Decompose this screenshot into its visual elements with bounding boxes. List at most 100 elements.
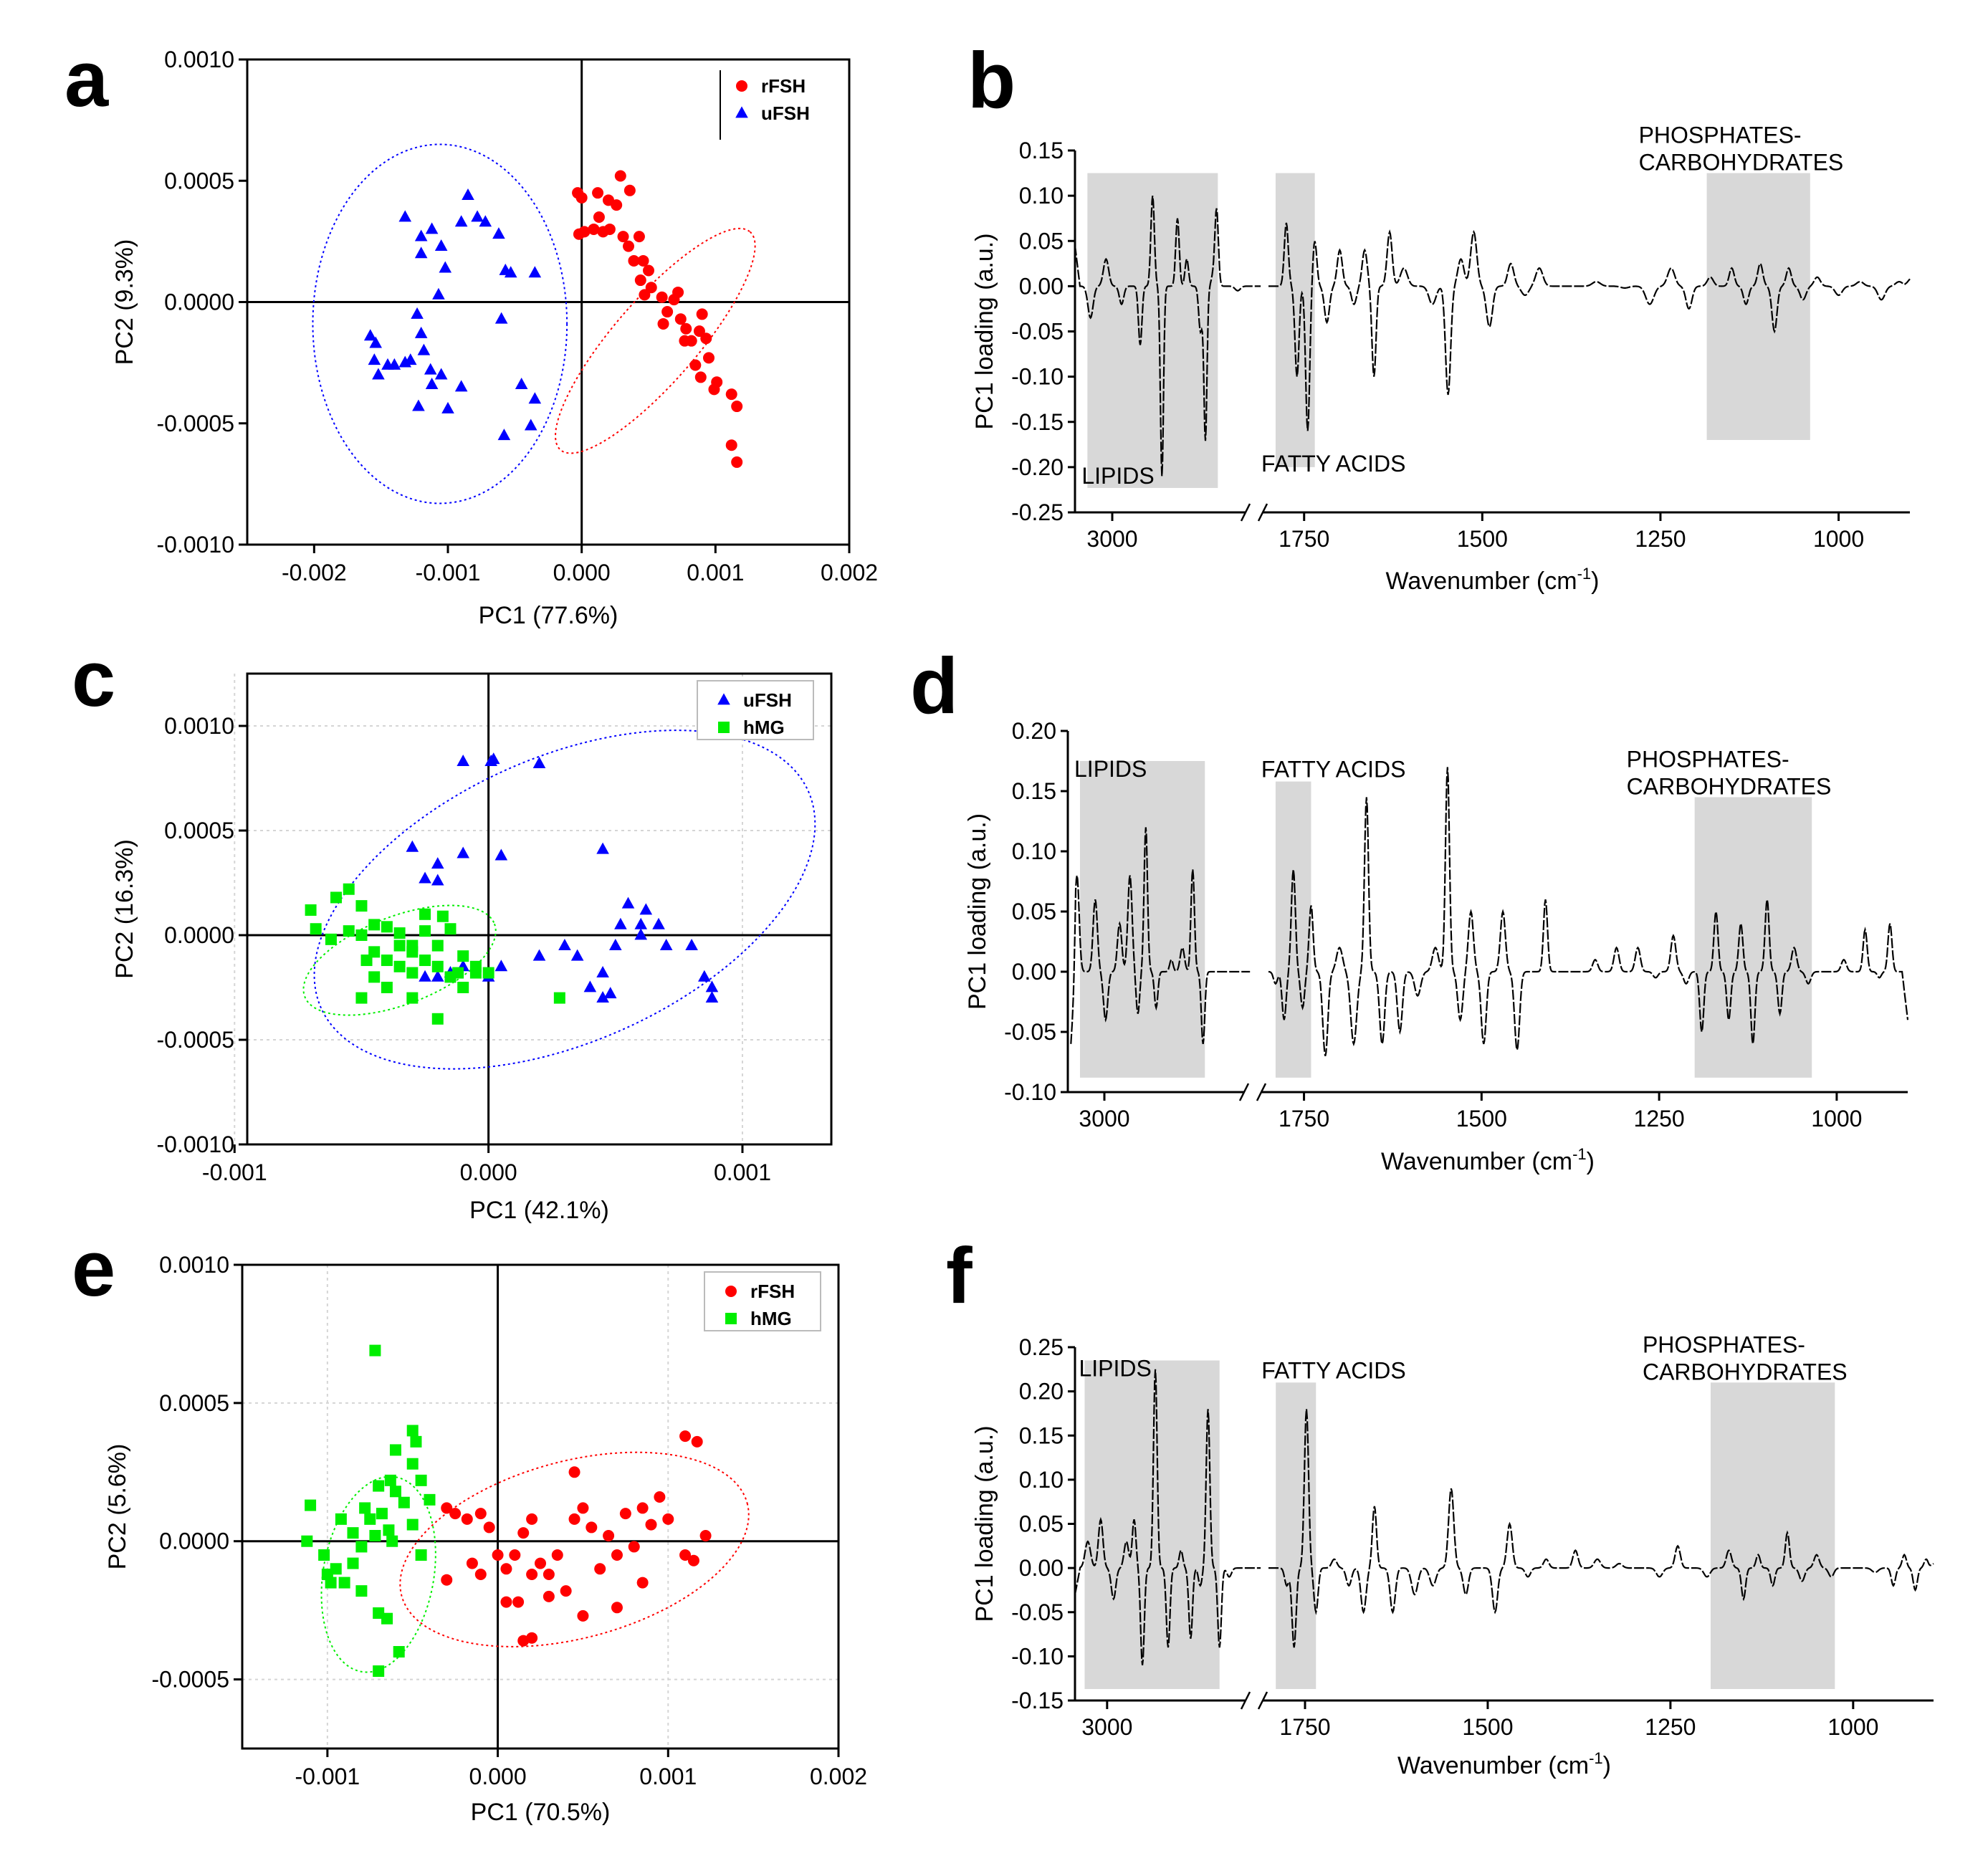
data-point-hMG	[347, 1527, 359, 1539]
data-point-uFSH	[424, 363, 437, 375]
y-tick-label: 0.10	[1012, 838, 1056, 864]
y-tick-label: 0.05	[1019, 228, 1064, 254]
data-point-rFSH	[711, 376, 723, 388]
spectrum-line-high	[1074, 195, 1261, 477]
data-point-rFSH	[543, 1569, 555, 1580]
x-axis-title-end: )	[1603, 1752, 1611, 1779]
data-point-uFSH	[515, 377, 528, 389]
y-tick-label: 0.20	[1019, 1379, 1064, 1405]
x-tick-label: -0.001	[295, 1764, 360, 1789]
confidence-ellipse-hMG	[302, 904, 497, 1016]
data-point-rFSH	[526, 1569, 538, 1580]
data-point-hMG	[368, 971, 381, 983]
x-tick-label: 0.000	[553, 560, 611, 585]
data-point-hMG	[360, 955, 373, 967]
data-point-rFSH	[689, 359, 702, 371]
data-point-hMG	[406, 1425, 419, 1437]
region-label-1: FATTY ACIDS	[1261, 757, 1406, 783]
panel-letter-f: f	[946, 1232, 973, 1320]
data-point-hMG	[406, 1518, 419, 1531]
panel-letter-a: a	[64, 35, 109, 123]
data-point-hMG	[457, 982, 469, 993]
x-axis-title: Wavenumber (cm-1)	[1397, 1749, 1611, 1779]
axis-break-mark-1	[1240, 503, 1251, 522]
data-point-uFSH	[558, 939, 571, 950]
x-axis-title-sup: -1	[1577, 565, 1592, 583]
y-tick-label: -0.25	[1011, 499, 1064, 525]
data-point-rFSH	[593, 211, 605, 224]
data-point-hMG	[381, 921, 393, 933]
x-tick-label: 0.001	[687, 560, 744, 585]
data-point-rFSH	[586, 1521, 598, 1534]
data-point-rFSH	[517, 1527, 530, 1539]
data-point-uFSH	[634, 928, 648, 940]
data-point-rFSH	[628, 1541, 640, 1553]
data-point-rFSH	[645, 1518, 657, 1531]
data-point-rFSH	[687, 1554, 699, 1566]
region-label-2-line2: CARBOHYDRATES	[1639, 150, 1844, 176]
data-point-rFSH	[474, 1508, 487, 1520]
data-point-hMG	[364, 1513, 376, 1525]
y-tick-label: 0.05	[1019, 1511, 1064, 1537]
data-point-rFSH	[449, 1508, 462, 1520]
data-point-rFSH	[568, 1513, 580, 1525]
x-axis-title-main: Wavenumber (cm	[1397, 1752, 1589, 1779]
x-axis-title: Wavenumber (cm-1)	[1386, 565, 1600, 595]
data-point-hMG	[406, 1458, 419, 1470]
data-point-hMG	[410, 1435, 422, 1448]
legend-marker-rFSH	[725, 1286, 737, 1297]
data-point-rFSH	[474, 1569, 487, 1580]
data-point-uFSH	[494, 848, 508, 861]
data-point-rFSH	[611, 199, 623, 211]
data-point-rFSH	[662, 1513, 674, 1525]
data-point-uFSH	[685, 939, 698, 950]
data-point-hMG	[393, 1646, 405, 1658]
panel-letter-d: d	[910, 642, 958, 730]
data-point-rFSH	[725, 388, 737, 401]
data-point-uFSH	[431, 874, 444, 886]
x-axis-title: PC1 (70.5%)	[471, 1799, 611, 1826]
data-point-rFSH	[725, 439, 737, 451]
data-point-rFSH	[577, 1609, 589, 1622]
data-point-hMG	[415, 1474, 427, 1486]
axis-break-mark-2	[1256, 1083, 1267, 1101]
panel-letter-b: b	[967, 37, 1015, 125]
data-point-uFSH	[603, 987, 617, 999]
axis-break-mark-2	[1257, 503, 1268, 522]
panel-d: d -0.10 -0.05 0.00 0.05 0.10 0.15 0.20 3000 1750…	[910, 642, 1909, 1175]
data-point-hMG	[347, 1557, 359, 1569]
data-point-hMG	[406, 967, 419, 979]
data-point-uFSH	[369, 336, 382, 348]
legend-marker-uFSH	[735, 106, 748, 118]
data-point-hMG	[436, 910, 449, 922]
data-point-rFSH	[679, 335, 691, 347]
x-axis-title: PC1 (42.1%)	[469, 1197, 609, 1224]
data-point-uFSH	[425, 377, 439, 389]
y-tick-label: -0.10	[1004, 1079, 1056, 1105]
data-point-rFSH	[573, 228, 585, 240]
legend-label-rFSH: rFSH	[761, 75, 806, 97]
panel-b: b -0.25 -0.20 -0.15 -0.10 -0.05 0.00 0.05 0.10 0…	[967, 37, 1911, 595]
data-point-hMG	[301, 1535, 313, 1547]
y-tick-label: -0.15	[1011, 1688, 1064, 1713]
region-label-0: LIPIDS	[1074, 756, 1147, 782]
x-tick-label: 1500	[1462, 1714, 1513, 1740]
data-point-uFSH	[532, 949, 546, 961]
data-point-hMG	[359, 1502, 371, 1514]
y-tick-label: 0.00	[1019, 1555, 1064, 1581]
legend-label-hMG: hMG	[743, 717, 785, 738]
data-point-rFSH	[617, 231, 629, 243]
y-tick-label: 0.0010	[159, 1252, 229, 1278]
data-point-hMG	[415, 1549, 427, 1561]
y-axis-title: PC2 (16.3%)	[111, 839, 138, 979]
x-tick-label: 1500	[1456, 1106, 1507, 1132]
data-point-hMG	[381, 955, 393, 967]
legend-marker-hMG	[725, 1313, 737, 1324]
x-tick-label: 0.000	[460, 1159, 517, 1185]
legend-marker-uFSH	[717, 693, 730, 705]
data-point-hMG	[305, 1499, 317, 1511]
data-point-hMG	[419, 955, 431, 967]
region-shade-2	[1706, 173, 1810, 440]
data-point-hMG	[373, 1665, 385, 1677]
data-point-uFSH	[609, 939, 622, 950]
